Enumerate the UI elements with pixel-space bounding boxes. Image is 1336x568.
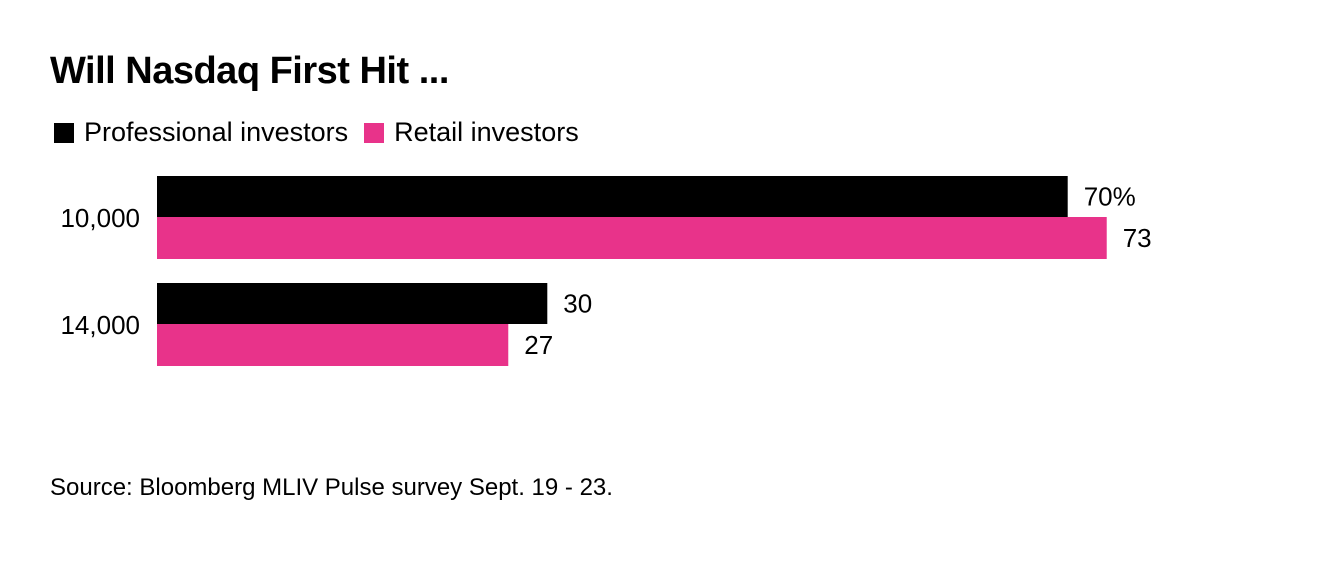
bar-retail [157, 324, 509, 366]
data-label: 70% [1084, 182, 1136, 212]
category-label: 10,000 [60, 203, 140, 233]
legend-swatch-retail [364, 122, 385, 143]
legend: Professional investors Retail investors [54, 117, 595, 148]
bar-professional [157, 283, 548, 324]
bar-professional [157, 176, 1068, 217]
data-label: 73 [1123, 223, 1152, 253]
category-label: 14,000 [60, 310, 140, 340]
legend-swatch-professional [54, 122, 74, 143]
legend-item-professional: Professional investors [54, 117, 348, 148]
legend-label-professional: Professional investors [84, 117, 349, 147]
chart-title: Will Nasdaq First Hit ... [50, 50, 449, 92]
bar-retail [157, 217, 1107, 259]
legend-item-retail: Retail investors [364, 117, 579, 148]
legend-label-retail: Retail investors [394, 117, 579, 147]
data-label: 30 [563, 289, 592, 319]
source-note: Source: Bloomberg MLIV Pulse survey Sept… [50, 474, 613, 501]
data-label: 27 [524, 330, 553, 360]
